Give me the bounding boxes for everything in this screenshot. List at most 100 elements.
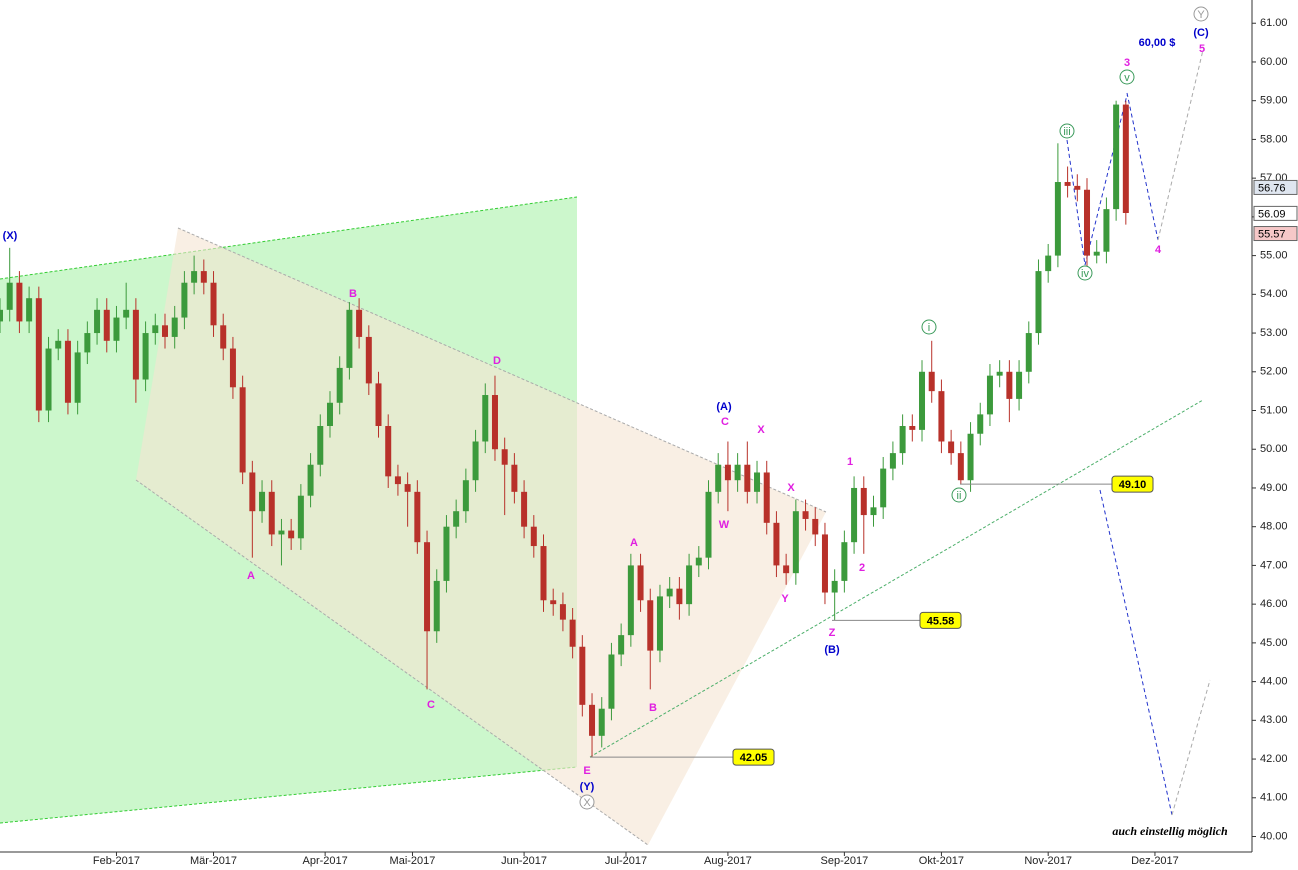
wave-label: B <box>349 288 357 300</box>
candle-body <box>676 588 683 605</box>
candle-body <box>986 375 993 415</box>
candle-body <box>1093 251 1100 256</box>
candle-body <box>239 387 246 473</box>
y-tick-label: 51.00 <box>1260 404 1288 416</box>
wave-label: 60,00 $ <box>1139 37 1176 49</box>
candle-body <box>763 472 770 523</box>
candle-body <box>530 526 537 547</box>
channel-line <box>177 227 827 513</box>
candle-body <box>860 487 867 516</box>
wave-label: X <box>787 482 795 494</box>
y-tick-label: 52.00 <box>1260 366 1288 378</box>
wave-label: B <box>649 702 657 714</box>
level-label: 49.10 <box>1119 479 1147 491</box>
wave-circle <box>1119 69 1135 85</box>
candle-body <box>453 511 460 527</box>
candle-body <box>1045 255 1052 272</box>
candle-body <box>482 395 489 442</box>
wave-label: 5 <box>1199 43 1205 55</box>
candle-body <box>967 433 974 481</box>
candle-body <box>229 348 236 388</box>
y-tick-label: 41.00 <box>1260 792 1288 804</box>
candle-body <box>889 453 896 469</box>
candle-body <box>297 495 304 539</box>
wave-label: (C) <box>1193 27 1209 39</box>
candle-body <box>928 371 935 392</box>
y-tick-label: 43.00 <box>1260 714 1288 726</box>
candle-body <box>249 472 256 512</box>
y-tick-label: 47.00 <box>1260 559 1288 571</box>
level-label: 45.58 <box>927 615 955 627</box>
candle-body <box>821 534 828 593</box>
candle-body <box>433 580 440 632</box>
candle-body <box>191 271 198 283</box>
candle-body <box>336 367 343 403</box>
y-tick-label: 60.00 <box>1260 56 1288 68</box>
candle-body <box>259 491 266 512</box>
wave-circle <box>579 794 595 810</box>
wave-label: Z <box>829 627 836 639</box>
wave-label: A <box>630 537 638 549</box>
candle-body <box>64 340 71 403</box>
candle-body <box>501 449 508 465</box>
wave-label: X <box>583 797 591 809</box>
y-tick-label: 61.00 <box>1260 17 1288 29</box>
price-marker <box>1253 179 1298 195</box>
candle-body <box>715 464 722 492</box>
wave-label: iii <box>1063 126 1070 138</box>
wave-label: W <box>719 519 730 531</box>
y-tick-label: 53.00 <box>1260 327 1288 339</box>
x-tick-label: Sep-2017 <box>821 855 869 867</box>
wave-circle <box>951 487 967 503</box>
candle-body <box>550 600 557 605</box>
candle-body <box>851 487 858 543</box>
candle-body <box>1074 185 1081 190</box>
candle-body <box>919 371 926 430</box>
candle-body <box>288 530 295 539</box>
y-tick-label: 59.00 <box>1260 95 1288 107</box>
projection <box>1126 92 1159 241</box>
candle-body <box>647 600 654 651</box>
candle-body <box>589 704 596 736</box>
candle-body <box>977 414 984 434</box>
candle-body <box>724 464 731 481</box>
candle-body <box>744 464 751 492</box>
candle-body <box>113 317 120 341</box>
candle-body <box>618 635 625 655</box>
candle-body <box>142 333 149 380</box>
candle-body <box>899 426 906 454</box>
candle-body <box>831 580 838 593</box>
candle-body <box>385 426 392 477</box>
candle-body <box>656 596 663 651</box>
x-tick-label: Apr-2017 <box>302 855 347 867</box>
candle-body <box>569 619 576 647</box>
candle-body <box>132 309 139 380</box>
candle-body <box>705 491 712 558</box>
wave-label: 2 <box>859 562 865 574</box>
candle-body <box>627 565 634 636</box>
candle-body <box>171 317 178 337</box>
y-tick-label: 54.00 <box>1260 288 1288 300</box>
candle-body <box>210 282 217 326</box>
candle-body <box>424 542 431 632</box>
candle-body <box>326 402 333 426</box>
candle-body <box>307 464 314 496</box>
x-tick-label: Jun-2017 <box>501 855 547 867</box>
candle-body <box>0 309 3 322</box>
note: auch einstellig möglich <box>1112 824 1228 838</box>
candle-body <box>6 282 13 310</box>
wave-circle <box>1077 265 1093 281</box>
candle-body <box>103 309 110 341</box>
level-badge <box>1111 475 1154 493</box>
candle-body <box>880 468 887 508</box>
wave-label: 4 <box>1155 244 1162 256</box>
beige-channel <box>136 228 826 845</box>
x-tick-label: Mär-2017 <box>190 855 237 867</box>
y-tick-label: 48.00 <box>1260 521 1288 533</box>
candle-body <box>94 309 101 334</box>
candle-body <box>695 557 702 566</box>
projection <box>1157 49 1204 241</box>
price-marker <box>1253 226 1298 242</box>
